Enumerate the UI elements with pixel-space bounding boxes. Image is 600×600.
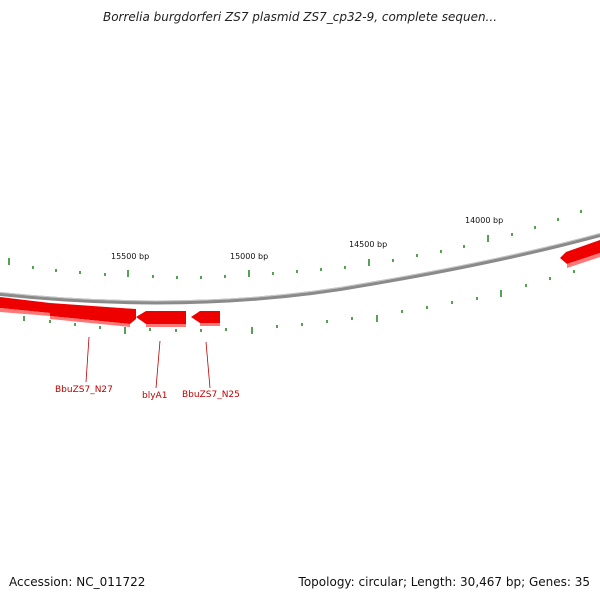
- gene-arrow-right-edge: [560, 240, 600, 268]
- accession-label: Accession: NC_011722: [9, 575, 146, 589]
- gene-label-bbuzs7-n25: BbuZS7_N25: [182, 390, 240, 400]
- topology-summary: Topology: circular; Length: 30,467 bp; G…: [298, 575, 590, 589]
- inner-ticks: [23, 270, 575, 334]
- plasmid-backbone-arc: [0, 233, 600, 305]
- leader-line-bbuzs7-n27: [85, 336, 90, 383]
- gene-arrow-left-edge: [0, 297, 50, 316]
- scale-label-15500: 15500 bp: [111, 252, 149, 261]
- scale-label-15000: 15000 bp: [230, 252, 268, 261]
- leader-line-blya1: [155, 340, 161, 389]
- scale-label-14500: 14500 bp: [349, 240, 387, 249]
- scale-label-14000: 14000 bp: [465, 216, 503, 225]
- outer-ticks: [8, 210, 582, 279]
- gene-arrow-blya1: [136, 311, 186, 327]
- gene-arrow-bbuzs7-n27: [50, 303, 136, 327]
- gene-label-bbuzs7-n27: BbuZS7_N27: [55, 385, 113, 395]
- map-title: Borrelia burgdorferi ZS7 plasmid ZS7_cp3…: [102, 10, 498, 24]
- leader-line-bbuzs7-n25: [205, 341, 211, 389]
- gene-arrow-bbuzs7-n25: [191, 311, 220, 326]
- gene-label-blya1: blyA1: [142, 391, 167, 401]
- plasmid-backbone-arc-highlight: [0, 233, 600, 302]
